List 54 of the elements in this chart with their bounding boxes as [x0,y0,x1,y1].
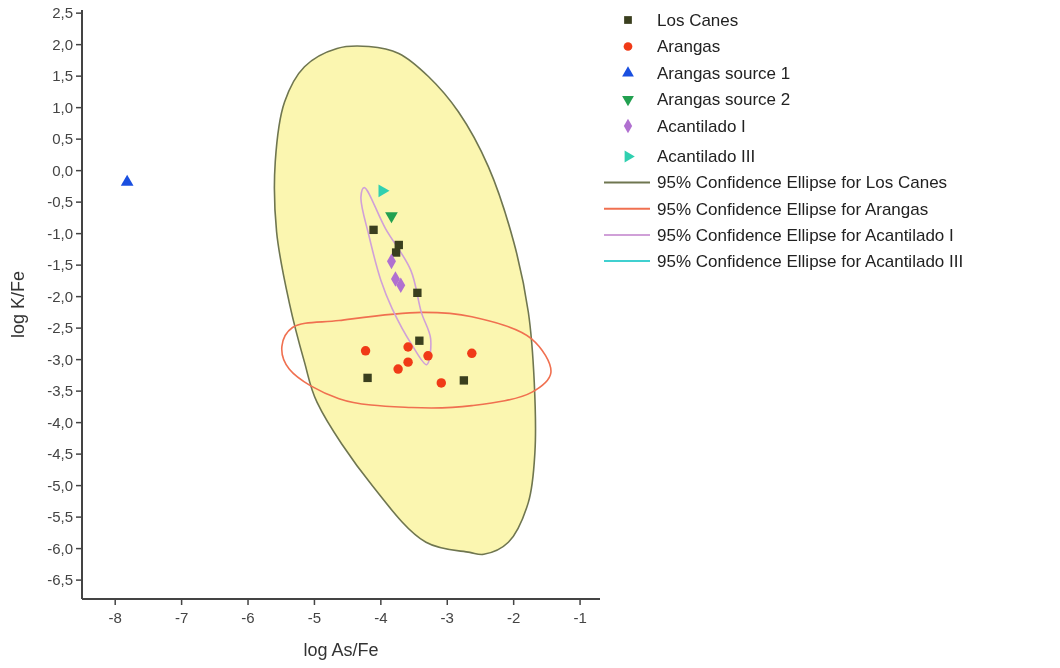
y-tick-label: -6,5 [47,571,73,589]
x-tick-label: -7 [174,609,189,626]
legend-label: 95% Confidence Ellipse for Acantilado III [657,252,964,272]
legend-label: Arangas source 2 [657,90,791,110]
point [369,225,378,235]
point [385,212,398,224]
legend-label: 95% Confidence Ellipse for Arangas [657,199,929,219]
point [413,288,422,298]
y-axis-title: log K/Fe [8,270,28,339]
y-tick-label: -0,5 [47,193,73,211]
point [423,351,433,361]
x-tick-label: -8 [108,609,122,626]
x-tick-label: -5 [307,609,322,626]
point [391,248,401,257]
y-tick-label: -4,5 [47,445,73,463]
legend-label: 95% Confidence Ellipse for Acantilado I [657,225,954,245]
y-tick-label: 2,0 [52,35,73,53]
y-tick-label: -4,0 [47,413,73,431]
point [363,373,372,383]
y-tick-label: -6,0 [47,539,73,557]
legend-label: Acantilado I [657,116,746,136]
y-tick-label: -3,5 [47,382,73,400]
y-tick-label: 0,0 [52,161,73,179]
point [403,342,413,352]
y-tick-label: -5,0 [47,476,73,494]
y-tick-label: 2,5 [52,4,73,22]
x-tick-label: -2 [506,609,521,626]
legend-label: Los Canes [657,10,739,30]
y-tick-label: -5,5 [47,508,73,526]
legend-label: Arangas source 1 [657,63,791,83]
y-tick-label: -1,0 [47,224,73,242]
point [378,184,390,198]
y-tick-label: 0,5 [52,130,73,148]
x-tick-label: -6 [241,609,255,626]
point [415,336,424,345]
x-tick-label: -4 [374,609,388,626]
point [459,376,469,385]
y-tick-label: -2,0 [47,287,73,305]
legend-label: Acantilado III [657,147,756,167]
y-tick-label: 1,0 [52,98,73,116]
legend-label: 95% Confidence Ellipse for Los Canes [657,173,948,193]
y-tick-label: -3,0 [47,350,73,368]
point [360,346,371,356]
y-tick-label: -1,5 [47,256,73,274]
point [393,364,403,374]
legend-label: Arangas [657,37,721,57]
y-tick-label: 1,5 [52,67,73,85]
point [436,378,446,388]
point [403,357,413,367]
x-tick-label: -3 [440,609,454,626]
y-tick-label: -2,5 [47,319,73,337]
x-axis-title: log As/Fe [303,640,379,660]
point [467,348,477,359]
x-tick-label: -1 [573,609,587,626]
